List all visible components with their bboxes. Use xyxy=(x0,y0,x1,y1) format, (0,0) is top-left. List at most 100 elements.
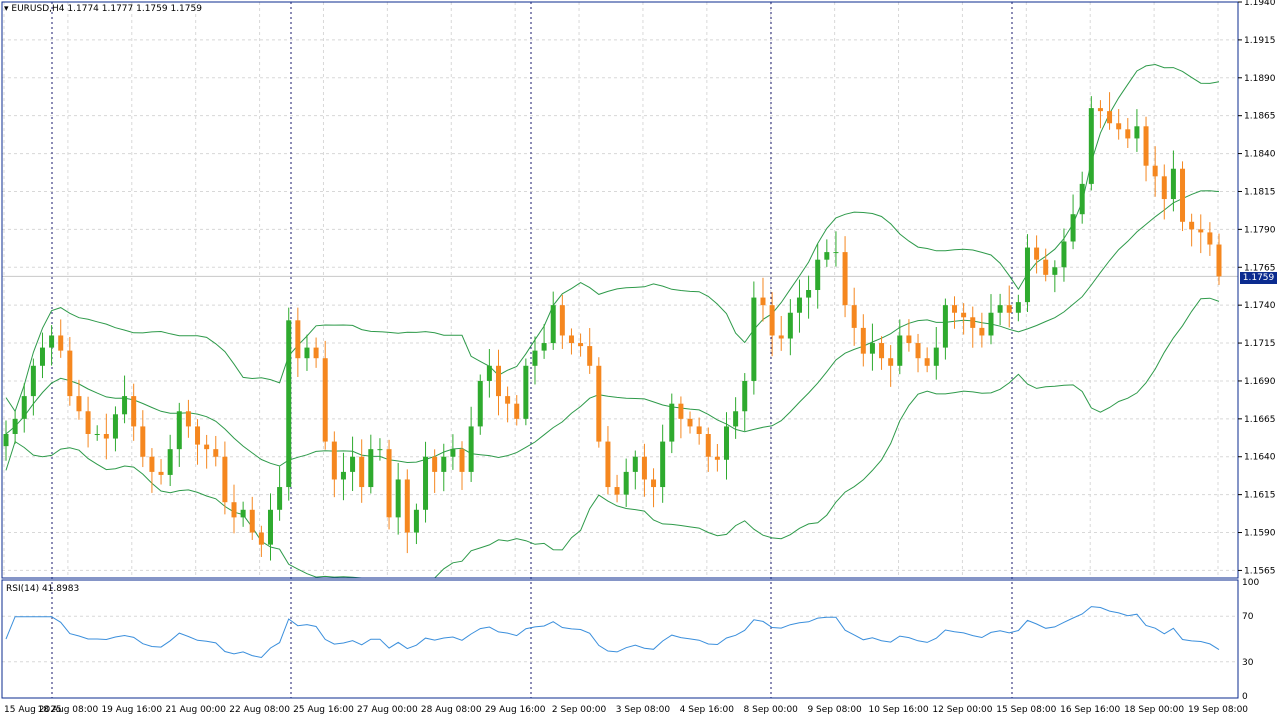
candle-body xyxy=(514,403,520,419)
candle-body xyxy=(359,456,365,488)
candle-body xyxy=(1070,214,1076,242)
candle-body xyxy=(432,456,438,472)
candle-body xyxy=(185,411,191,427)
candle-body xyxy=(651,479,657,488)
candle-body xyxy=(1180,168,1186,222)
candle-body xyxy=(559,305,565,336)
price-tick-label: 1.1840 xyxy=(1244,150,1276,160)
candle-body xyxy=(733,411,739,427)
rsi-line xyxy=(5,606,1220,659)
candle-body xyxy=(714,456,720,460)
candle-body xyxy=(1143,126,1149,166)
symbol-header: ▾ EURUSD,H4 1.1774 1.1777 1.1759 1.1759 xyxy=(4,4,202,14)
candle-body xyxy=(286,320,292,488)
candle-body xyxy=(1116,123,1122,130)
price-tick-label: 1.1665 xyxy=(1244,415,1276,425)
bollinger-middle xyxy=(5,190,1220,467)
candle-body xyxy=(295,320,301,359)
symbol-label: EURUSD,H4 xyxy=(11,4,65,14)
candle-body xyxy=(176,411,182,450)
time-tick-label: 18 Sep 00:00 xyxy=(1124,705,1184,715)
price-tick-label: 1.1740 xyxy=(1244,301,1276,311)
candle-body xyxy=(915,343,921,359)
candle-body xyxy=(1006,305,1012,313)
candle-body xyxy=(322,358,328,442)
candle-body xyxy=(660,441,666,488)
time-tick-label: 15 Aug 2025 xyxy=(4,705,62,715)
candle-body xyxy=(505,396,511,404)
candle-body xyxy=(377,449,383,451)
candle-body xyxy=(796,297,802,313)
bollinger-bands xyxy=(5,63,1220,579)
candle-body xyxy=(131,396,137,427)
price-tick-label: 1.1590 xyxy=(1244,529,1276,539)
candle-body xyxy=(350,456,356,472)
candle-body xyxy=(450,449,456,457)
candle-body xyxy=(486,365,492,381)
candle-body xyxy=(158,471,164,475)
candle-body xyxy=(541,343,547,351)
candle-body xyxy=(742,380,748,412)
candle-body xyxy=(1170,168,1176,200)
candle-body xyxy=(313,347,319,359)
time-tick-label: 10 Sep 16:00 xyxy=(868,705,928,715)
candle-body xyxy=(103,434,109,439)
rsi-title: RSI(14) 41.8983 xyxy=(6,584,80,594)
candle-body xyxy=(477,380,483,427)
candle-body xyxy=(824,252,830,260)
candle-body xyxy=(49,335,55,348)
candle-body xyxy=(1107,111,1113,124)
candle-body xyxy=(1015,302,1021,313)
candle-body xyxy=(304,347,310,359)
candle-body xyxy=(21,396,27,419)
candle-body xyxy=(979,327,985,336)
candle-body xyxy=(249,509,255,533)
candle-body xyxy=(240,509,246,518)
price-tick-label: 1.1915 xyxy=(1244,36,1276,46)
dropdown-icon[interactable]: ▾ xyxy=(4,4,9,14)
candles xyxy=(3,92,1222,561)
candle-body xyxy=(1024,247,1030,303)
candle-body xyxy=(942,305,948,348)
candle-body xyxy=(605,441,611,488)
candle-body xyxy=(988,312,994,336)
candle-body xyxy=(340,471,346,480)
rsi-tick-label: 30 xyxy=(1242,658,1254,668)
candle-body xyxy=(1189,221,1195,230)
candle-body xyxy=(213,449,219,457)
candle-body xyxy=(879,343,885,359)
candle-body xyxy=(413,509,419,533)
candle-body xyxy=(924,358,930,366)
candle-body xyxy=(331,441,337,480)
candle-body xyxy=(1216,244,1222,277)
price-tick-label: 1.1565 xyxy=(1244,566,1276,576)
candle-body xyxy=(614,487,620,495)
price-tick-label: 1.1815 xyxy=(1244,187,1276,197)
candle-body xyxy=(705,434,711,457)
price-tick-label: 1.1715 xyxy=(1244,339,1276,349)
candle-body xyxy=(12,418,18,434)
candle-body xyxy=(1088,108,1094,184)
time-tick-label: 4 Sep 16:00 xyxy=(680,705,735,715)
candle-body xyxy=(1207,232,1213,245)
bollinger-lower xyxy=(5,297,1220,579)
candle-body xyxy=(368,449,374,488)
candle-body xyxy=(1161,176,1167,200)
candle-body xyxy=(532,350,538,366)
price-tick-label: 1.1640 xyxy=(1244,453,1276,463)
time-tick-label: 2 Sep 00:00 xyxy=(552,705,607,715)
time-tick-label: 18 Aug 08:00 xyxy=(38,705,99,715)
time-tick-label: 19 Aug 16:00 xyxy=(101,705,162,715)
candle-body xyxy=(140,426,146,457)
candle-body xyxy=(623,471,629,495)
price-tick-label: 1.1865 xyxy=(1244,112,1276,122)
candle-body xyxy=(906,335,912,344)
time-tick-label: 8 Sep 00:00 xyxy=(744,705,799,715)
candle-body xyxy=(696,426,702,434)
candle-body xyxy=(204,444,210,450)
candle-body xyxy=(222,456,228,503)
candle-body xyxy=(167,449,173,475)
candle-body xyxy=(1052,267,1058,275)
candle-body xyxy=(30,365,36,397)
